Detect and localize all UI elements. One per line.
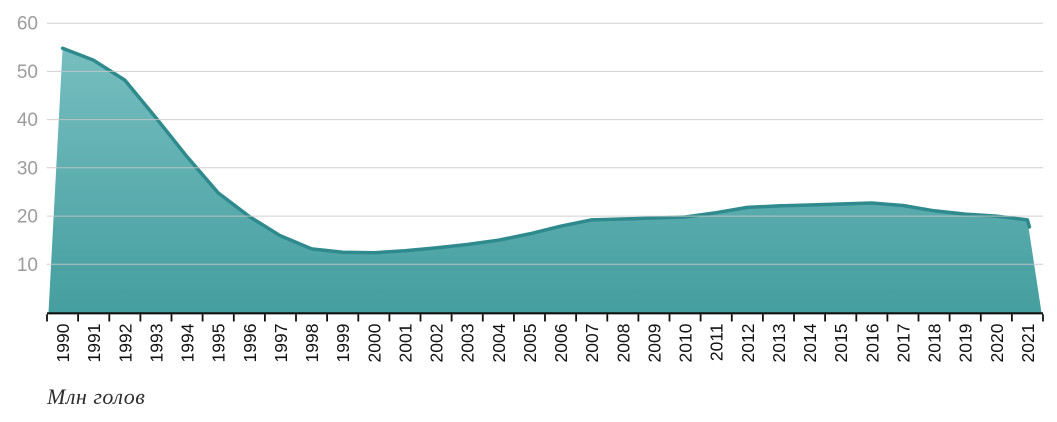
x-tick-label: 1992 [115,324,135,363]
gridlines [47,22,1043,265]
unit-caption: Млн голов [47,384,146,409]
x-tick-label: 1993 [146,324,166,363]
y-axis-labels: 10 20 30 40 50 60 [17,14,38,276]
x-tick-label: 2011 [707,324,727,362]
x-tick-label: 2006 [551,324,571,363]
x-tick-label: 2012 [738,324,758,363]
x-tick-label: 1999 [333,324,353,363]
x-tick-label: 2000 [364,323,384,362]
area-fill [48,48,1042,313]
x-tick-label: 1998 [302,324,322,363]
x-tick-label: 2009 [644,324,664,363]
x-tick-label: 2010 [676,323,696,362]
x-tick-label: 2019 [956,324,976,363]
x-tick-label: 2014 [800,323,820,362]
x-tick-label: 2004 [489,323,509,362]
y-tick-label: 40 [17,110,38,131]
y-tick-label: 20 [17,207,38,228]
x-tick-label: 2003 [458,324,478,363]
x-axis-ticks [46,314,1044,322]
x-tick-label: 2008 [613,324,633,363]
x-tick-label: 1990 [53,323,73,362]
y-tick-label: 60 [17,14,38,35]
x-tick-label: 1995 [209,324,229,363]
x-tick-label: 2002 [427,324,447,363]
y-tick-label: 10 [17,255,38,276]
x-tick-label: 2018 [925,324,945,363]
x-tick-label: 2005 [520,324,540,363]
x-tick-label: 2021 [1018,324,1038,363]
x-tick-label: 2020 [987,323,1007,362]
x-tick-label: 2016 [862,324,882,363]
x-tick-label: 2001 [395,324,415,363]
x-tick-label: 2007 [582,324,602,363]
y-tick-label: 30 [17,158,38,179]
x-tick-label: 2015 [831,324,851,363]
x-tick-label: 1994 [178,323,198,362]
series-line [60,46,1032,255]
x-tick-label: 2013 [769,324,789,363]
x-tick-label: 1997 [271,324,291,363]
x-tick-label: 1996 [240,324,260,363]
x-axis-labels: 1990 1991 1992 1993 1994 1995 1996 1997 1998 1999… [53,323,1038,362]
x-tick-label: 2017 [893,324,913,363]
x-tick-label: 1991 [84,324,104,363]
y-tick-label: 50 [17,62,38,83]
